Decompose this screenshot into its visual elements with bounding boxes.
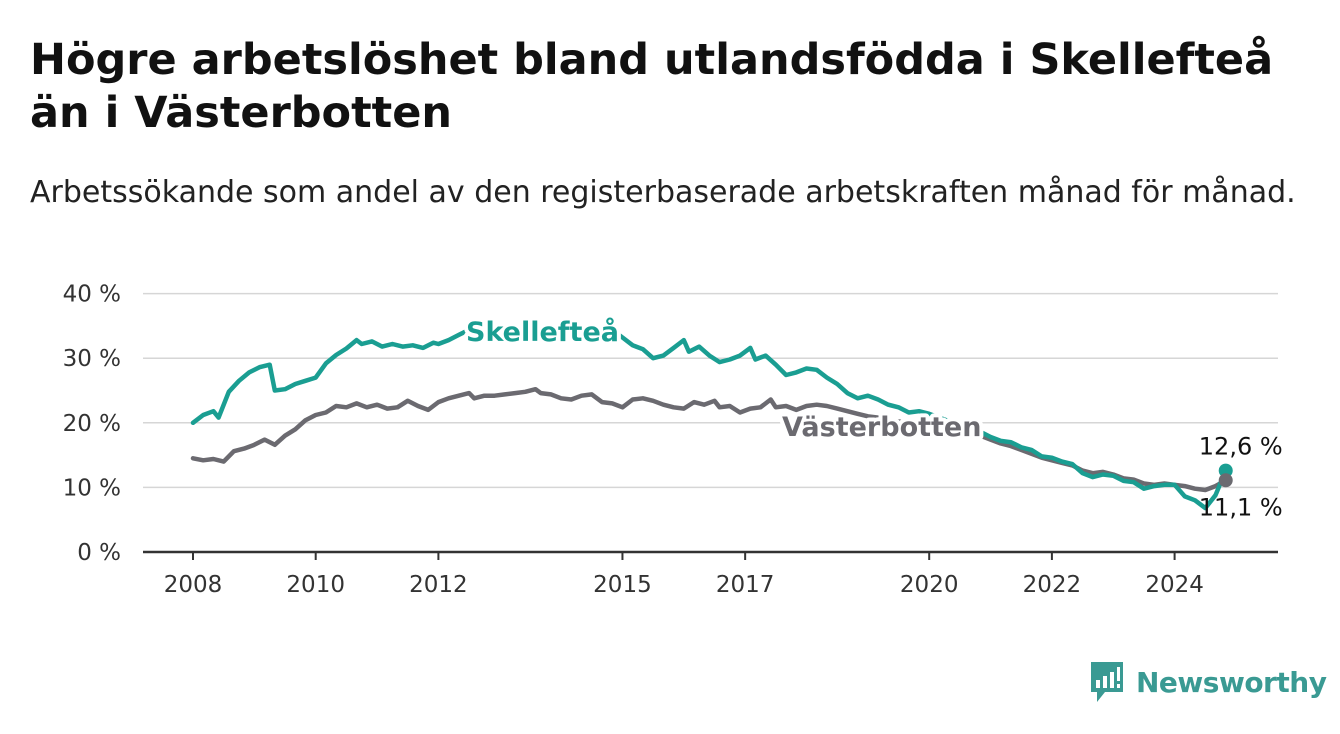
series-lines (190, 322, 1233, 511)
end-point (1218, 473, 1233, 488)
end-label-vasterbotten: 11,1 % (1199, 493, 1283, 521)
x-tick-label: 2008 (164, 572, 223, 598)
series-line-skellefte (190, 322, 1228, 511)
x-tick-label: 2017 (716, 572, 775, 598)
y-tick-label: 10 % (63, 475, 121, 501)
gridlines (143, 292, 1278, 554)
series-label-vasterbotten: Västerbotten (782, 412, 981, 443)
x-tick-label: 2024 (1145, 572, 1204, 598)
x-tick-label: 2010 (286, 572, 345, 598)
series-label-skelleftea-halo: Skellefteå (466, 316, 619, 348)
end-label-skelleftea: 12,6 % (1199, 433, 1283, 461)
series-line-vsterbotten (190, 386, 1228, 493)
y-tick-label: 40 % (63, 282, 121, 308)
chart-title: Högre arbetslöshet bland utlandsfödda i … (30, 35, 1274, 138)
y-tick-label: 30 % (63, 346, 121, 372)
y-tick-label: 0 % (77, 540, 121, 566)
brand-logo: Newsworthy (1088, 660, 1327, 704)
y-tick-label: 20 % (63, 411, 121, 437)
series-label-skelleftea: Skellefteå (466, 316, 619, 348)
x-tick-label: 2012 (409, 572, 468, 598)
x-tick-label: 2020 (900, 572, 959, 598)
series-label-vasterbotten-halo: Västerbotten (782, 412, 981, 443)
newsworthy-logo-icon (1091, 662, 1123, 702)
brand-name: Newsworthy (1136, 665, 1327, 699)
chart-subtitle: Arbetssökande som andel av den registerb… (30, 175, 1296, 210)
series-labels: SkellefteåSkellefteåVästerbottenVästerbo… (462, 312, 1283, 521)
x-tick-label: 2022 (1023, 572, 1082, 598)
y-axis-ticks: 0 % 10 % 20 % 30 % 40 % (63, 282, 121, 566)
x-tick-label: 2015 (593, 572, 652, 598)
end-point (1218, 463, 1233, 478)
x-axis-ticks: 2008 2010 2012 2015 2017 2020 2022 2024 (164, 552, 1204, 598)
